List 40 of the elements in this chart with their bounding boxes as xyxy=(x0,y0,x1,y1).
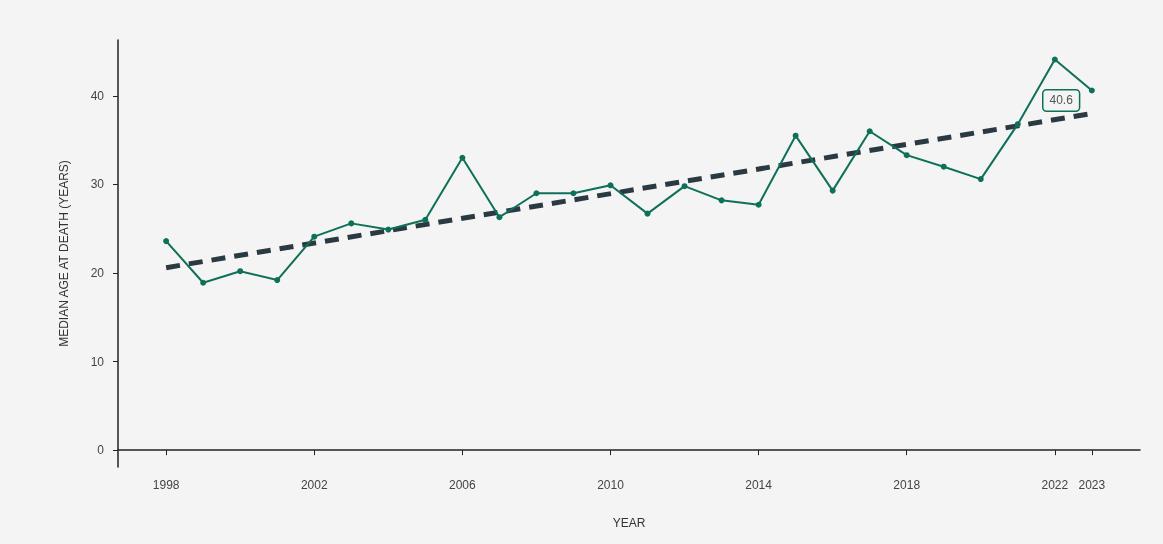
point xyxy=(718,197,725,204)
point xyxy=(422,216,429,223)
point xyxy=(681,183,688,190)
point xyxy=(1088,87,1095,94)
y-tick-label: 30 xyxy=(90,177,105,192)
point xyxy=(755,201,762,208)
point xyxy=(1014,121,1021,128)
point xyxy=(274,277,281,284)
x-tick-label: 2014 xyxy=(745,478,773,492)
point xyxy=(607,182,614,189)
x-tick-label: 2023 xyxy=(1078,478,1106,492)
point xyxy=(792,132,799,139)
point xyxy=(940,163,947,170)
point xyxy=(459,154,466,161)
x-tick-label: 2022 xyxy=(1041,478,1069,492)
x-tick-label: 2002 xyxy=(300,478,328,492)
x-axis-title: YEAR xyxy=(612,516,646,530)
x-tick-label: 1998 xyxy=(152,478,180,492)
point xyxy=(903,152,910,159)
point xyxy=(977,176,984,183)
point xyxy=(237,268,244,275)
x-tick-label: 2010 xyxy=(597,478,625,492)
point xyxy=(570,190,577,197)
point xyxy=(1051,56,1058,63)
data-label: 40.6 xyxy=(1049,93,1074,108)
point xyxy=(311,233,318,240)
point xyxy=(496,214,503,221)
y-axis-title: MEDIAN AGE AT DEATH (YEARS) xyxy=(57,160,71,347)
point xyxy=(163,238,170,245)
x-tick-label: 2006 xyxy=(449,478,477,492)
point xyxy=(200,279,207,286)
y-tick-label: 20 xyxy=(90,265,105,280)
point xyxy=(829,187,836,194)
point xyxy=(866,128,873,135)
point xyxy=(533,190,540,197)
y-tick-label: 40 xyxy=(90,88,105,103)
y-tick-label: 10 xyxy=(90,354,105,369)
x-tick-label: 2018 xyxy=(893,478,921,492)
y-tick-label: 0 xyxy=(97,443,105,458)
point xyxy=(348,220,355,227)
